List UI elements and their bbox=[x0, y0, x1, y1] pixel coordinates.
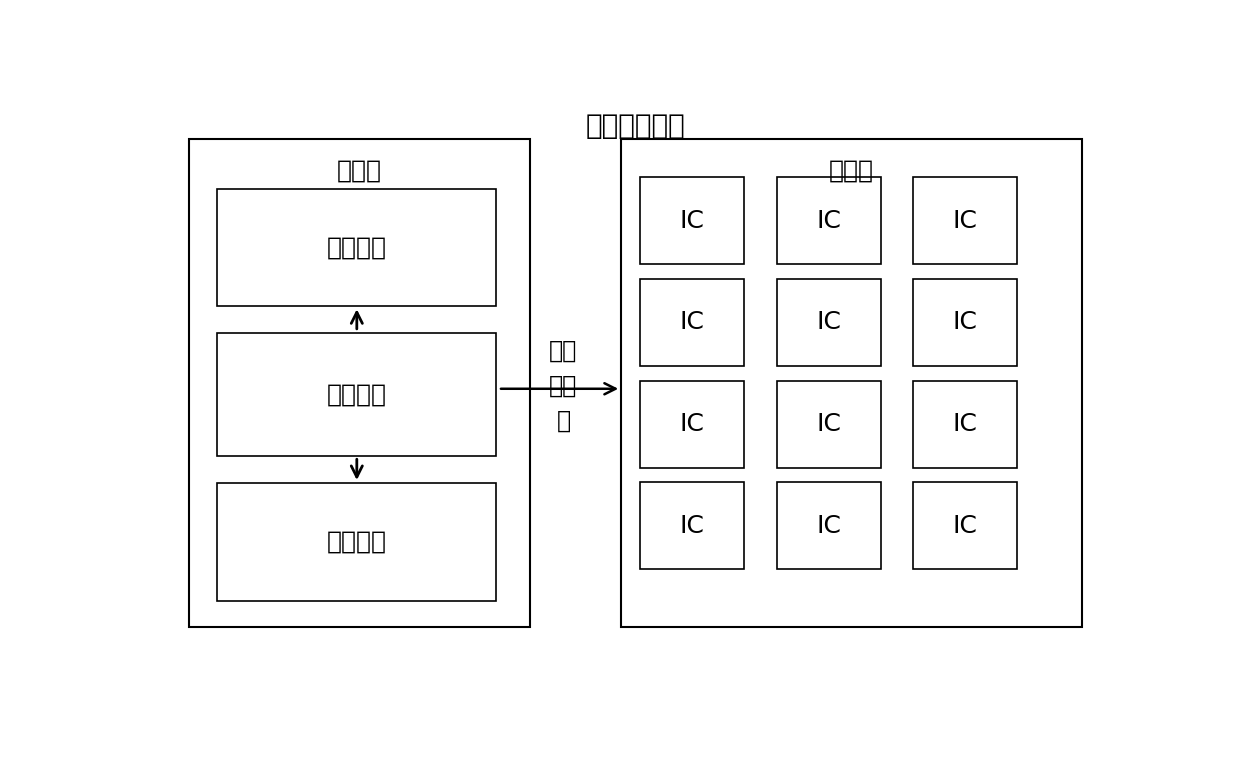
Bar bbox=[913, 380, 1017, 468]
Bar bbox=[217, 333, 496, 456]
Bar bbox=[640, 279, 744, 366]
Bar bbox=[776, 279, 880, 366]
Text: IC: IC bbox=[816, 514, 841, 538]
Text: IC: IC bbox=[816, 209, 841, 232]
Text: 控制板: 控制板 bbox=[337, 159, 382, 183]
Bar bbox=[640, 177, 744, 264]
Bar bbox=[621, 139, 1083, 627]
Bar bbox=[913, 482, 1017, 569]
Bar bbox=[913, 177, 1017, 264]
Text: IC: IC bbox=[816, 310, 841, 335]
Text: 老炼板: 老炼板 bbox=[830, 159, 874, 183]
Bar bbox=[776, 380, 880, 468]
Text: IC: IC bbox=[952, 514, 977, 538]
Text: 高速
连接
器: 高速 连接 器 bbox=[549, 338, 578, 433]
Bar bbox=[217, 483, 496, 601]
Text: 存储模块: 存储模块 bbox=[327, 529, 387, 554]
Text: IC: IC bbox=[952, 310, 977, 335]
Text: IC: IC bbox=[952, 412, 977, 436]
Text: IC: IC bbox=[816, 412, 841, 436]
Bar bbox=[913, 279, 1017, 366]
Bar bbox=[640, 482, 744, 569]
Text: 老炼测试系统: 老炼测试系统 bbox=[585, 112, 686, 141]
Text: IC: IC bbox=[680, 310, 704, 335]
Bar bbox=[776, 482, 880, 569]
Text: IC: IC bbox=[680, 412, 704, 436]
Text: IC: IC bbox=[680, 514, 704, 538]
Text: IC: IC bbox=[680, 209, 704, 232]
Text: 显示模块: 显示模块 bbox=[327, 235, 387, 260]
Text: IC: IC bbox=[952, 209, 977, 232]
Bar bbox=[776, 177, 880, 264]
Bar bbox=[217, 189, 496, 306]
Bar bbox=[188, 139, 529, 627]
Bar bbox=[640, 380, 744, 468]
Text: 控制模块: 控制模块 bbox=[327, 383, 387, 406]
